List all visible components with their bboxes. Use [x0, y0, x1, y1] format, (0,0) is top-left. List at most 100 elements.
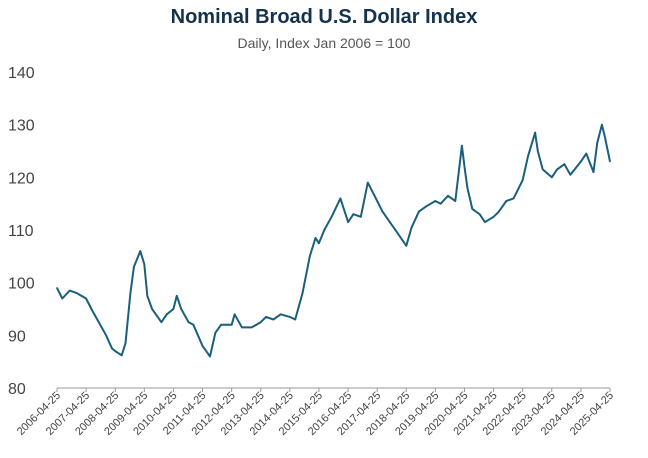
data-point [160, 321, 163, 324]
data-point [323, 229, 326, 231]
data-point [352, 213, 355, 215]
data-point [279, 313, 282, 316]
data-point [265, 316, 267, 318]
data-point [214, 331, 217, 334]
data-point [192, 324, 195, 326]
y-tick-label: 90 [8, 328, 26, 345]
data-point [471, 208, 474, 210]
data-point [537, 150, 539, 152]
y-tick-label: 120 [8, 170, 35, 187]
series-layer [56, 123, 611, 358]
data-point [454, 200, 457, 202]
data-point [133, 266, 135, 268]
data-point [339, 197, 342, 200]
chart-title: Nominal Broad U.S. Dollar Index [170, 6, 478, 28]
data-point [592, 171, 595, 173]
data-point [347, 221, 349, 223]
data-point [114, 350, 116, 352]
data-point [405, 245, 408, 247]
data-point [105, 334, 107, 337]
data-point [601, 123, 603, 126]
data-point [580, 160, 582, 163]
data-point [250, 326, 253, 329]
y-tick-label: 140 [8, 65, 35, 82]
data-point [478, 213, 481, 215]
data-point [294, 318, 297, 321]
data-point [447, 195, 449, 197]
data-point [176, 295, 178, 297]
data-point [129, 292, 132, 295]
chart-subtitle: Daily, Index Jan 2006 = 100 [237, 35, 411, 51]
data-point [209, 355, 211, 358]
data-point [56, 287, 58, 289]
data-point [498, 210, 500, 213]
data-point [418, 210, 420, 213]
x-axis: 2006-04-252007-04-252008-04-252009-04-25… [15, 388, 616, 438]
series-line [56, 123, 611, 358]
data-point [318, 242, 320, 244]
data-point [289, 316, 291, 318]
data-point [301, 292, 304, 295]
y-tick-label: 80 [8, 381, 26, 398]
data-point [396, 231, 399, 234]
data-point [439, 202, 442, 205]
data-point [563, 163, 566, 165]
data-point [90, 308, 93, 310]
y-tick-label: 110 [8, 223, 34, 240]
data-point [120, 354, 123, 357]
data-point [463, 166, 466, 168]
data-point [233, 313, 236, 316]
data-point [389, 221, 391, 223]
data-point [61, 297, 64, 300]
data-point [569, 173, 572, 176]
data-point [309, 255, 311, 258]
data-point [556, 168, 558, 171]
data-point [367, 181, 369, 184]
data-point [505, 200, 508, 202]
y-tick-label: 100 [8, 276, 35, 293]
data-point [241, 326, 243, 329]
data-point [492, 216, 495, 218]
data-point [180, 308, 182, 310]
data-point [143, 263, 146, 266]
y-axis: 80 90 100 110 120 130 140 [8, 65, 35, 398]
data-point [541, 168, 544, 171]
data-point [484, 221, 486, 223]
data-point [585, 152, 588, 155]
data-point [381, 210, 384, 213]
data-point [172, 308, 175, 310]
data-point [512, 197, 515, 200]
data-point [425, 205, 428, 208]
data-point [230, 324, 233, 326]
data-point [534, 131, 536, 134]
data-point [596, 142, 598, 144]
data-point [434, 200, 437, 202]
data-point [272, 318, 275, 321]
data-point [376, 200, 379, 202]
data-point [551, 176, 553, 179]
data-point [85, 297, 87, 300]
data-point [330, 216, 333, 218]
data-point [259, 321, 262, 324]
data-point [124, 342, 127, 345]
data-point [151, 308, 153, 310]
data-point [314, 237, 317, 239]
data-point [139, 250, 142, 252]
data-point [527, 155, 529, 158]
data-point [187, 321, 190, 324]
data-point [166, 313, 168, 316]
data-point [111, 347, 113, 350]
y-tick-label: 130 [8, 118, 35, 135]
data-point [410, 226, 413, 229]
data-point [609, 160, 611, 163]
data-point [360, 216, 362, 218]
data-point [220, 324, 222, 326]
data-point [603, 134, 606, 136]
data-point [98, 321, 100, 324]
data-point [521, 179, 524, 181]
data-point [201, 345, 204, 347]
data-point [461, 144, 463, 147]
data-point [466, 187, 469, 189]
data-point [146, 295, 149, 297]
